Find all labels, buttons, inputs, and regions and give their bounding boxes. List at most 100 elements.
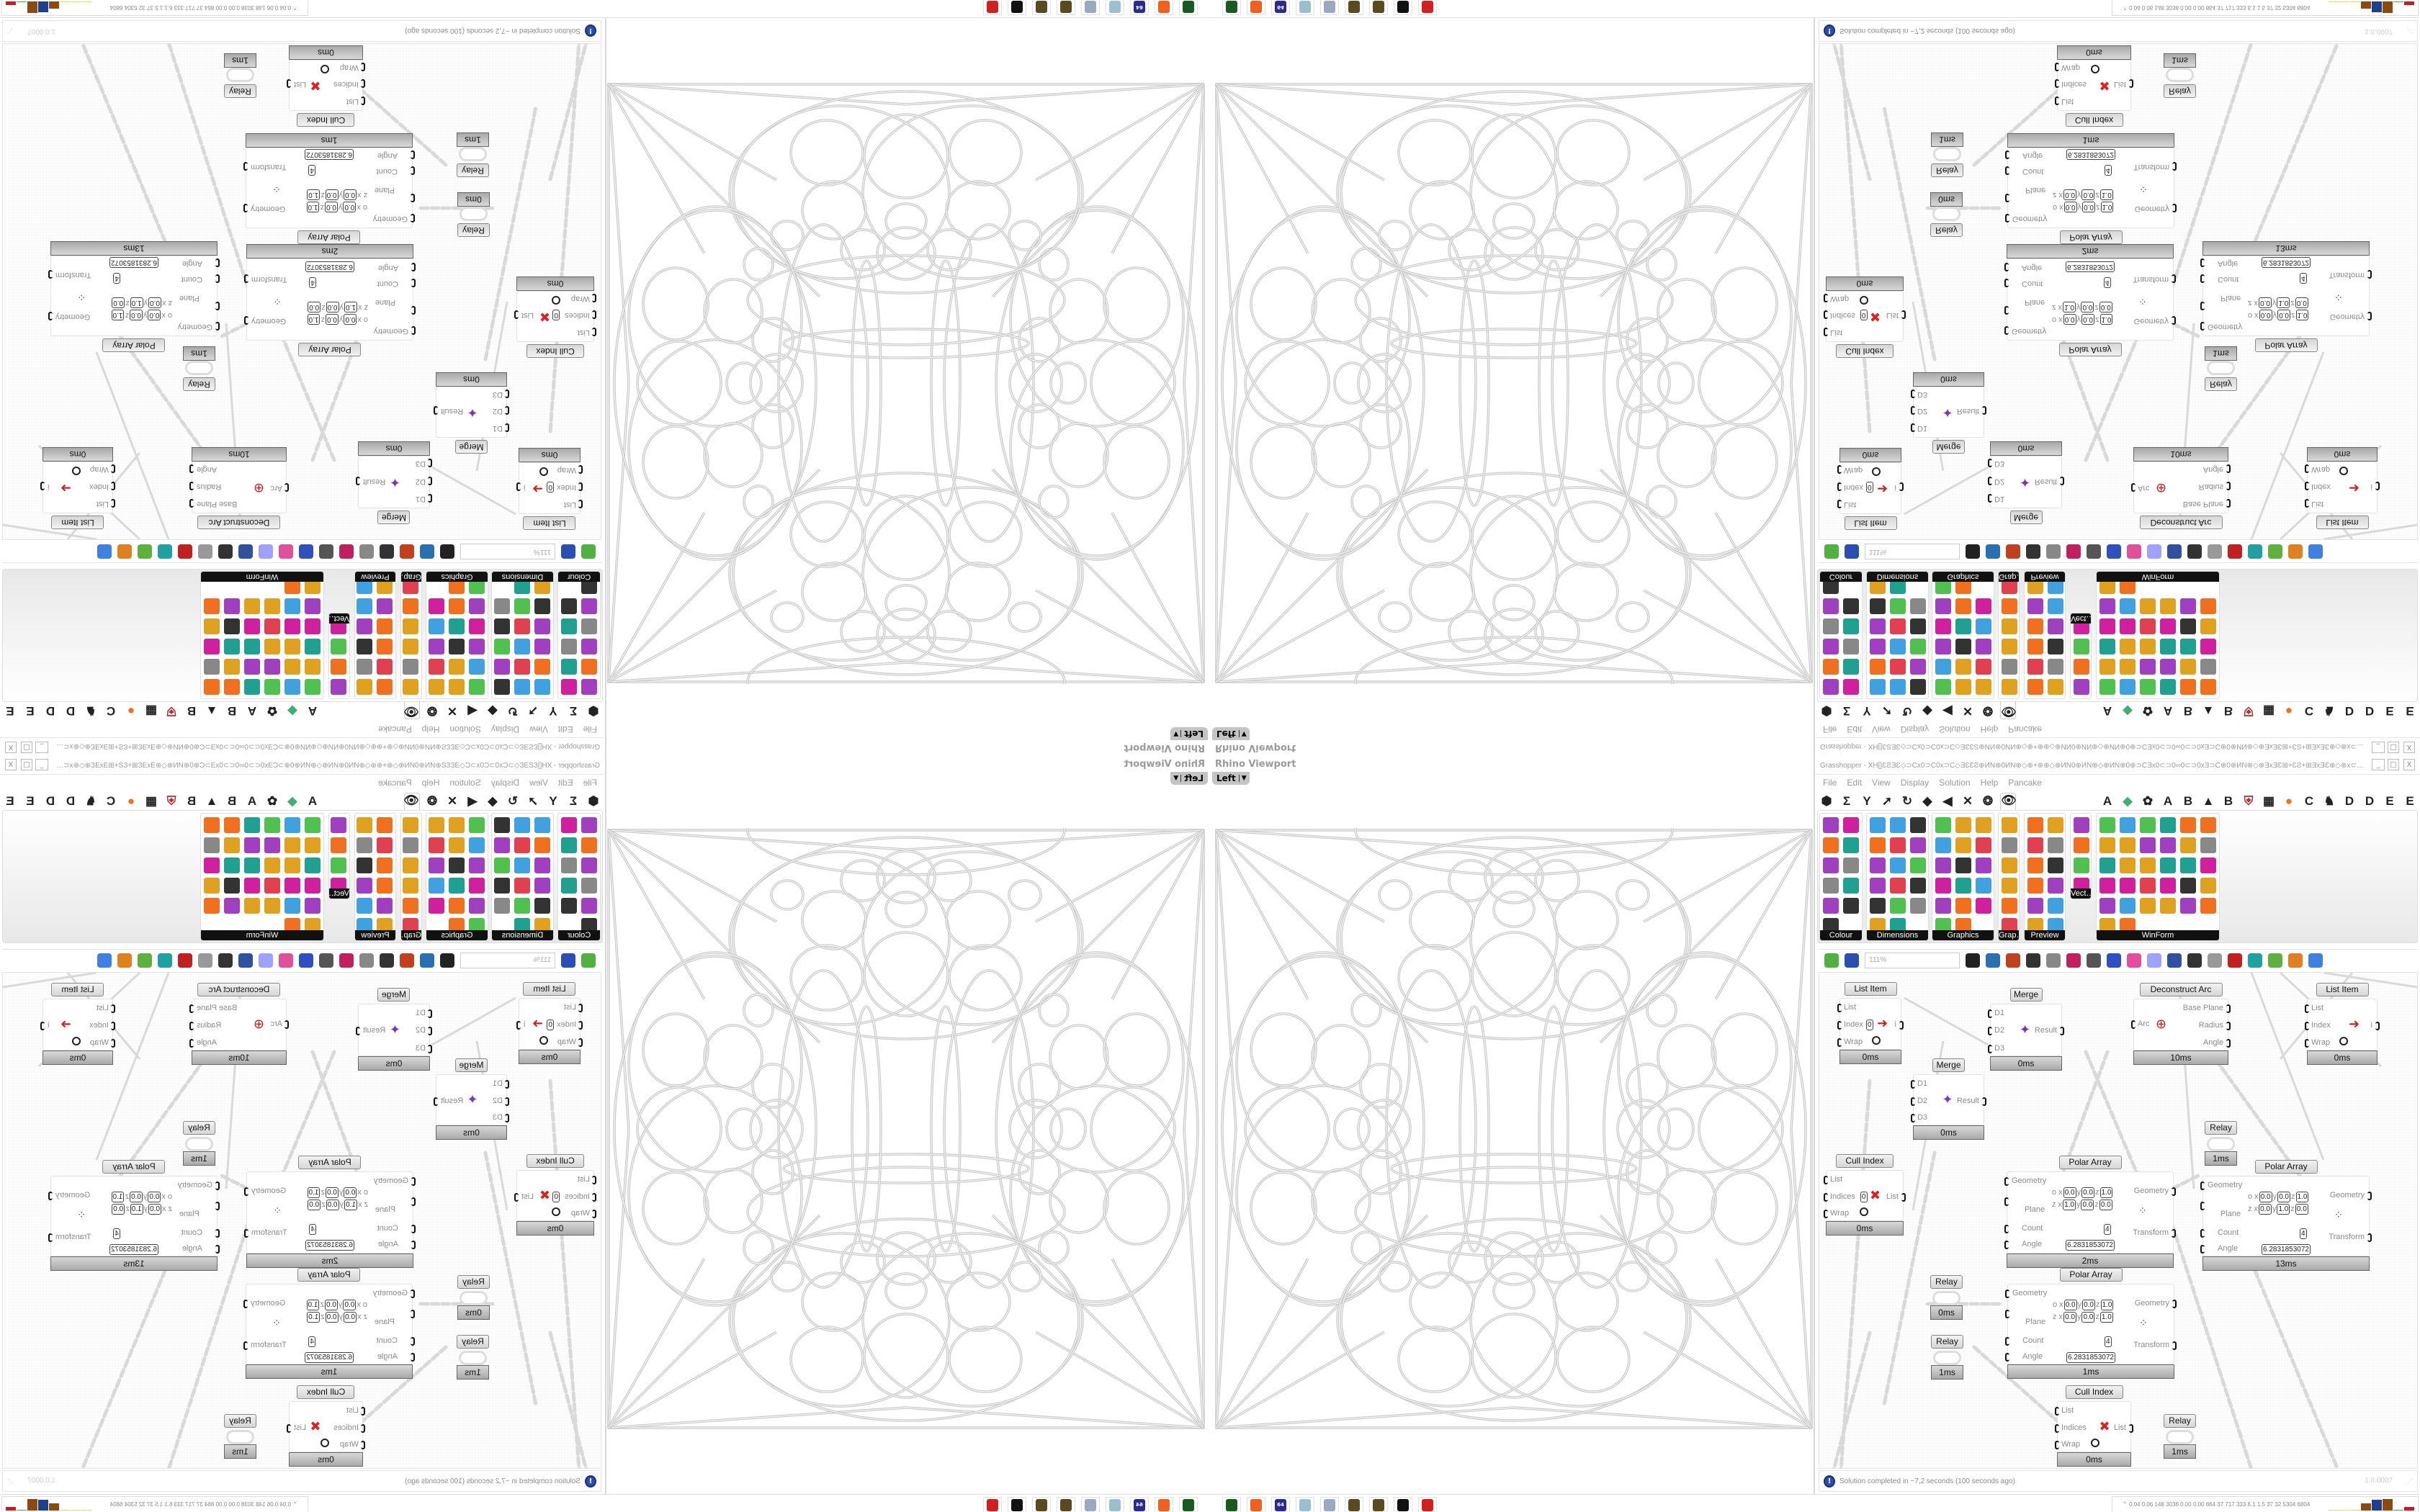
spectrum-icon[interactable]	[561, 598, 577, 614]
param-grip[interactable]	[2005, 214, 2009, 222]
param-grip[interactable]	[1988, 459, 1992, 468]
intersect-icon[interactable]: ✕	[1962, 793, 1973, 808]
curve-dim-icon[interactable]	[1870, 898, 1886, 914]
text-block-icon[interactable]	[284, 639, 300, 654]
box-dim-icon[interactable]	[1910, 659, 1926, 675]
asterisk-icon[interactable]	[429, 639, 444, 654]
node-merge[interactable]: Merge D1 D2 D3 Result ✦ 0ms	[1911, 356, 1986, 454]
arc-dim-icon[interactable]	[1890, 598, 1906, 614]
magenta-swatch-icon[interactable]	[534, 858, 550, 873]
leaf-icon[interactable]: ◆	[2123, 793, 2133, 808]
linear-dim-icon[interactable]	[1890, 679, 1906, 695]
colour-box-icon[interactable]	[1823, 639, 1839, 654]
frame-icon[interactable]	[429, 659, 444, 675]
baseline-dim-icon[interactable]	[1910, 639, 1926, 654]
leaf-icon[interactable]: ◆	[2123, 704, 2133, 719]
panel-title[interactable]: Vect…	[2071, 888, 2091, 899]
hexagon-icon[interactable]: ⬢	[1821, 793, 1832, 808]
progress-h-icon[interactable]	[2200, 598, 2216, 614]
origin-y-value[interactable]: 0.0	[2081, 1187, 2094, 1198]
pie-color-icon[interactable]	[2160, 858, 2176, 873]
arrow-icon[interactable]: ➚	[1881, 793, 1893, 808]
menu-display[interactable]: Display	[490, 778, 520, 788]
count-value[interactable]: 4	[308, 165, 315, 176]
colour-cube-icon[interactable]	[581, 659, 597, 675]
tab-letter-e[interactable]: E	[2385, 704, 2394, 719]
node-title[interactable]: List Item	[523, 982, 576, 996]
param-grip[interactable]	[111, 1022, 115, 1030]
slider-h-icon[interactable]	[284, 659, 300, 675]
red-sphere-icon[interactable]	[1823, 878, 1839, 894]
sphere-preview-icon[interactable]	[2027, 837, 2043, 853]
zoom-field[interactable]: 111%	[1865, 544, 1960, 560]
param-grip[interactable]	[215, 1229, 220, 1238]
flower-icon[interactable]: ✿	[2142, 793, 2154, 808]
magenta-swatch-icon[interactable]	[1870, 858, 1886, 873]
zaxis-z-value[interactable]: 0.0	[308, 1200, 321, 1210]
relay-capsule[interactable]	[1933, 147, 1961, 161]
panel-title[interactable]: Graphics	[1932, 572, 1994, 582]
font-a-icon[interactable]	[305, 679, 321, 695]
panel-title[interactable]: Dimensions	[1867, 572, 1928, 582]
menu-edit[interactable]: Edit	[557, 724, 573, 734]
zaxis-z-value[interactable]: 0.0	[308, 302, 321, 312]
grid-icon[interactable]: ▦	[145, 793, 158, 808]
asterisk-icon[interactable]	[1976, 639, 1991, 654]
node-title[interactable]: Relay	[183, 1121, 215, 1135]
tab-letter-e[interactable]: E	[26, 793, 35, 808]
zaxis-z-value[interactable]: 0.0	[2099, 302, 2112, 312]
ring-icon[interactable]	[1935, 878, 1951, 894]
param-grip[interactable]	[243, 1300, 248, 1308]
package-icon[interactable]	[2127, 544, 2141, 559]
node-title[interactable]: Merge	[2009, 510, 2043, 524]
node-title[interactable]: Deconstruct Arc	[2139, 983, 2223, 996]
colour-wheel-icon[interactable]	[1823, 817, 1839, 833]
origin-x-value[interactable]: 0.0	[2259, 310, 2272, 320]
tab-letter-e[interactable]: E	[26, 704, 35, 719]
minimize-button[interactable]: _	[2372, 759, 2385, 770]
hatch-green-icon[interactable]	[305, 659, 321, 675]
fork-icon[interactable]: Y	[1863, 793, 1871, 808]
green-gem-icon[interactable]	[138, 953, 152, 968]
param-grip[interactable]	[215, 322, 220, 330]
document-icon[interactable]	[2087, 953, 2101, 968]
node-title[interactable]: Polar Array	[2254, 1160, 2318, 1174]
blur-icon[interactable]	[469, 858, 485, 873]
zaxis-x-value[interactable]: 0.0	[2259, 297, 2272, 308]
menu-view[interactable]: View	[529, 724, 548, 734]
link-icon[interactable]	[1955, 618, 1971, 634]
param-grip[interactable]	[592, 328, 596, 336]
param-grip[interactable]	[2004, 279, 2009, 287]
wrap-toggle-icon[interactable]	[2339, 467, 2348, 475]
hexagon-icon[interactable]: ⬢	[588, 704, 599, 719]
param-grip[interactable]	[2172, 1229, 2176, 1238]
node-title[interactable]: Merge	[377, 510, 411, 524]
blobs-icon[interactable]	[377, 639, 393, 654]
window-divider[interactable]	[1814, 18, 1815, 756]
pinecone-icon[interactable]	[1057, 1497, 1075, 1512]
progress-v-icon[interactable]	[2099, 898, 2115, 914]
menu-file[interactable]: File	[583, 724, 597, 734]
relay-capsule[interactable]	[185, 361, 213, 375]
param-grip[interactable]	[1899, 1021, 1904, 1030]
param-grip[interactable]	[1911, 1114, 1915, 1123]
zaxis-z-value[interactable]: 1.0	[307, 189, 321, 200]
menu-help[interactable]: Help	[1980, 724, 1999, 734]
hsv-icon[interactable]	[561, 618, 577, 634]
dots-icon[interactable]	[1935, 659, 1951, 675]
node-deconstruct-arc[interactable]: Deconstruct Arc Arc Base Plane Radius Angle ⊕…	[2131, 983, 2231, 1081]
param-grip[interactable]	[505, 1080, 509, 1089]
text-t-icon[interactable]	[1955, 817, 1971, 833]
sort-numbers-icon[interactable]	[2074, 679, 2089, 695]
param-grip[interactable]	[2226, 482, 2231, 490]
teal-icon[interactable]	[2248, 953, 2262, 968]
param-grip[interactable]	[1837, 500, 1842, 508]
tag-icon[interactable]	[1870, 679, 1886, 695]
save-icon[interactable]	[1845, 953, 1859, 968]
zaxis-z-value[interactable]: 1.0	[2099, 189, 2113, 200]
node-relay[interactable]: Relay 1ms	[224, 52, 256, 98]
